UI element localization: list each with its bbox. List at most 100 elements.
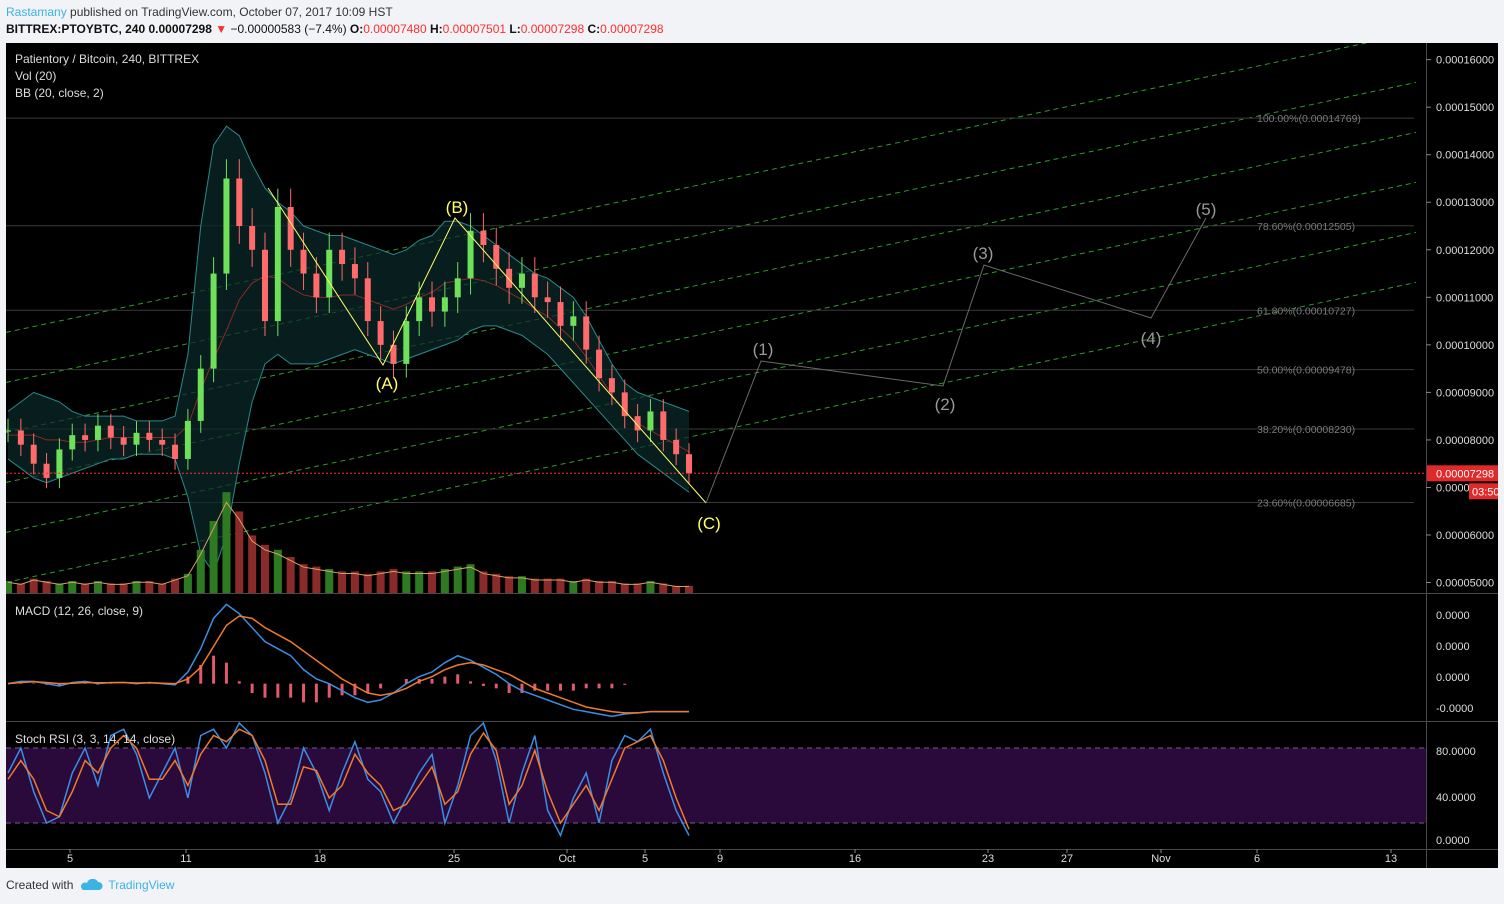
volume-bar — [55, 583, 64, 593]
candle-body — [429, 297, 436, 312]
volume-bar — [517, 576, 526, 593]
candle-body — [223, 178, 230, 274]
chart-container[interactable]: 0.00016000 0.00015000 0.00014000 0.00013000… — [6, 43, 1498, 868]
candle-body — [146, 432, 153, 440]
wave-impulse-label: (4) — [1141, 329, 1162, 348]
volume-ma-line — [7, 501, 689, 588]
volume-bar — [543, 578, 552, 593]
candle-body — [6, 430, 11, 432]
volume-bar — [196, 549, 205, 593]
candle-body — [686, 454, 692, 474]
candle-body — [403, 321, 410, 364]
wave-abc-label: (B) — [446, 198, 469, 217]
candle-body — [287, 207, 294, 250]
volume-bar — [376, 571, 385, 593]
candle-body — [557, 302, 564, 326]
fib-level-label: 100.00%(0.00014769) — [1257, 113, 1361, 125]
candle-body — [416, 297, 423, 322]
candle-body — [544, 297, 551, 303]
price-tick-label: 0.00005000 — [1436, 578, 1494, 590]
symbol-ohlc-line: BITTREX:PTOYBTC, 240 0.00007298 ▼ −0.000… — [6, 21, 664, 37]
price-tick-label: 0.00006000 — [1436, 530, 1494, 542]
candle-body — [313, 273, 320, 298]
candle-body — [43, 463, 50, 478]
time-tick-label: 5 — [67, 853, 73, 865]
published-text: published on TradingView.com, October 07… — [66, 5, 393, 19]
candle-body — [377, 321, 384, 345]
candle-body — [441, 297, 448, 312]
tradingview-brand-label: TradingView — [108, 878, 175, 892]
volume-bar — [633, 583, 642, 593]
volume-bar — [299, 564, 308, 593]
time-tick-label: Oct — [558, 853, 575, 865]
volume-bar — [222, 492, 231, 593]
volume-bar — [16, 583, 25, 593]
tradingview-cloud-icon — [81, 879, 103, 890]
candle-body — [17, 430, 24, 445]
volume-bar — [530, 578, 539, 593]
low-label: L: — [509, 22, 521, 36]
time-tick-label: 16 — [849, 853, 861, 865]
macd-signal-line — [7, 615, 689, 714]
time-tick-label: 18 — [314, 853, 326, 865]
tradingview-link[interactable]: TradingView — [79, 878, 174, 892]
volume-bar — [171, 578, 180, 593]
stoch-title: Stoch RSI (3, 3, 14, 14, close) — [15, 732, 175, 746]
candle-body — [596, 349, 603, 379]
author-link[interactable]: Rastamany — [6, 5, 67, 19]
volume-bar — [453, 566, 462, 593]
countdown-badge — [1469, 483, 1498, 500]
candle-body — [493, 245, 500, 269]
close-label: C: — [587, 22, 601, 36]
volume-bar — [620, 583, 629, 593]
publish-header: Rastamany published on TradingView.com, … — [6, 4, 393, 20]
candle-body — [506, 268, 513, 288]
macd-tick-label: 0.0000 — [1436, 672, 1470, 684]
volume-bar — [415, 571, 424, 593]
countdown-label: 03:50:25 — [1472, 486, 1498, 498]
time-tick-label: 25 — [448, 853, 460, 865]
time-tick-label: 13 — [1385, 853, 1397, 865]
time-tick-label: 11 — [180, 853, 191, 865]
chart-canvas[interactable]: 0.00016000 0.00015000 0.00014000 0.00013000… — [6, 43, 1498, 868]
price-tick-label: 0.00016000 — [1436, 55, 1494, 67]
volume-bar — [363, 573, 372, 593]
volume-bar — [607, 581, 616, 593]
volume-bar — [6, 581, 12, 593]
volume-bar — [659, 583, 668, 593]
bb-legend: BB (20, close, 2) — [15, 86, 104, 100]
high-label: H: — [430, 22, 443, 36]
time-tick-label: Nov — [1151, 853, 1171, 865]
wave-abc-label: (C) — [697, 514, 721, 533]
volume-bar — [582, 578, 591, 593]
macd-tick-label: 0.0000 — [1436, 610, 1470, 622]
price-tick-label: 0.00015000 — [1436, 102, 1494, 114]
volume-bar — [389, 569, 398, 593]
volume-bar — [402, 571, 411, 593]
candle-body — [570, 316, 577, 326]
candle-body — [583, 316, 590, 350]
down-arrow-icon: ▼ — [215, 22, 228, 36]
trend-channel-line — [6, 181, 1417, 483]
candle-body — [172, 444, 179, 459]
trend-channel-line — [6, 131, 1417, 433]
volume-bar — [235, 511, 244, 593]
volume-bar — [286, 557, 295, 593]
volume-bar — [209, 521, 218, 593]
candle-body — [107, 425, 114, 438]
candle-body — [351, 264, 358, 279]
trend-channel-line — [6, 281, 1417, 583]
candle-body — [249, 226, 256, 250]
volume-bar — [492, 573, 501, 593]
volume-bar — [81, 583, 90, 593]
pane-title: Patientory / Bitcoin, 240, BITTREX — [15, 52, 199, 66]
candle-body — [120, 437, 127, 445]
volume-bar — [466, 564, 475, 593]
macd-tick-label: 0.0000 — [1436, 641, 1470, 653]
price-tick-label: 0.00014000 — [1436, 150, 1494, 162]
bollinger-lower-line — [7, 325, 690, 575]
candle-body — [634, 416, 641, 431]
volume-bar — [106, 583, 115, 593]
stoch-tick-label: 0.0000 — [1436, 835, 1470, 847]
time-tick-label: 27 — [1061, 853, 1073, 865]
